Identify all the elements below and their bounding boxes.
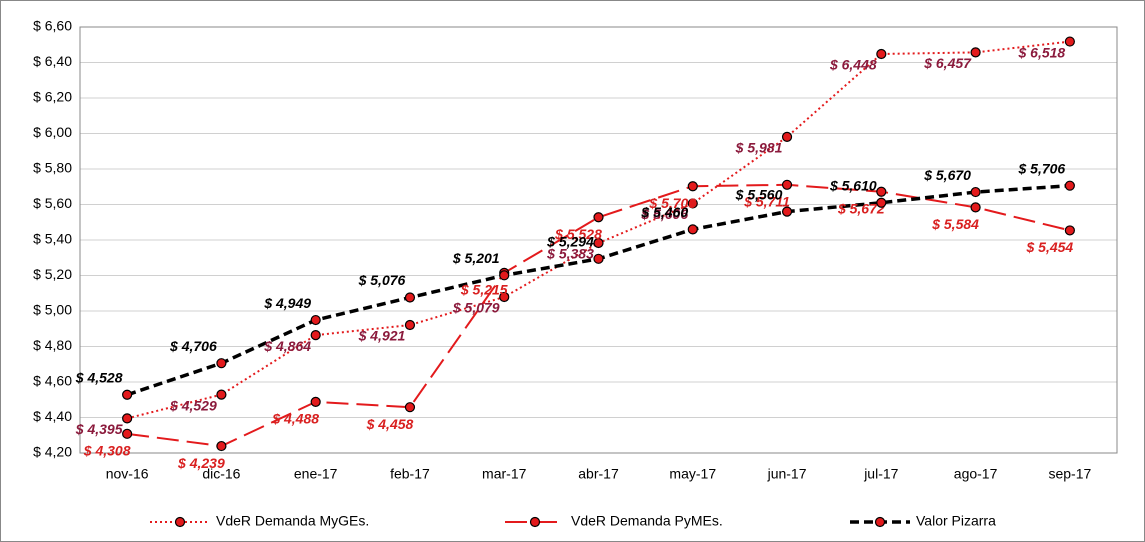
data-label: $ 4,308 bbox=[83, 443, 131, 459]
x-tick-label: abr-17 bbox=[578, 466, 619, 482]
data-label: $ 5,981 bbox=[735, 140, 783, 156]
point-marker bbox=[876, 197, 887, 208]
data-label: $ 5,383 bbox=[546, 246, 594, 262]
data-label: $ 6,448 bbox=[829, 57, 877, 73]
data-label: $ 4,864 bbox=[263, 338, 311, 354]
y-tick-label: $ 4,60 bbox=[33, 373, 72, 389]
data-label: $ 5,560 bbox=[735, 186, 783, 202]
point-marker bbox=[404, 319, 416, 331]
point-marker bbox=[593, 237, 604, 249]
plot-area bbox=[79, 26, 1118, 454]
point-marker bbox=[970, 186, 981, 198]
data-label: $ 4,488 bbox=[271, 411, 319, 427]
data-label: $ 5,670 bbox=[923, 167, 971, 183]
legend-marker bbox=[174, 516, 186, 528]
data-label: $ 4,949 bbox=[263, 295, 311, 311]
point-marker bbox=[1064, 36, 1075, 47]
point-marker bbox=[970, 47, 981, 58]
legend-marker bbox=[874, 516, 886, 528]
y-tick-label: $ 4,20 bbox=[33, 444, 72, 460]
point-marker bbox=[876, 48, 887, 60]
y-tick-label: $ 5,40 bbox=[33, 231, 72, 247]
point-marker bbox=[687, 224, 698, 235]
point-marker bbox=[687, 198, 698, 209]
point-marker bbox=[216, 389, 227, 400]
point-marker bbox=[499, 270, 510, 281]
point-marker bbox=[122, 389, 133, 400]
point-marker bbox=[499, 291, 510, 303]
point-marker bbox=[876, 186, 887, 197]
data-label: $ 4,239 bbox=[177, 455, 225, 471]
point-marker bbox=[781, 179, 793, 190]
point-marker bbox=[687, 181, 698, 192]
point-marker bbox=[216, 358, 227, 369]
data-label: $ 5,606 bbox=[640, 206, 688, 222]
point-marker bbox=[593, 212, 604, 223]
x-tick-label: feb-17 bbox=[390, 466, 430, 482]
point-marker bbox=[781, 206, 793, 217]
data-label: $ 4,706 bbox=[169, 338, 217, 354]
data-label: $ 4,921 bbox=[358, 328, 406, 344]
x-tick-label: dic-16 bbox=[202, 466, 240, 482]
y-tick-label: $ 4,80 bbox=[33, 337, 72, 353]
point-marker bbox=[1064, 180, 1075, 191]
x-tick-label: jul-17 bbox=[863, 466, 898, 482]
point-marker bbox=[781, 131, 793, 142]
x-tick-label: nov-16 bbox=[106, 466, 149, 482]
data-label: $ 4,528 bbox=[75, 369, 123, 385]
data-label: $ 6,518 bbox=[1018, 44, 1066, 60]
legend-label: VdeR Demanda MyGEs. bbox=[216, 513, 369, 529]
x-tick-label: ene-17 bbox=[294, 466, 338, 482]
point-marker bbox=[1064, 225, 1075, 236]
x-tick-label: jun-17 bbox=[767, 466, 807, 482]
data-label: $ 4,395 bbox=[75, 421, 123, 437]
y-tick-label: $ 6,40 bbox=[33, 53, 72, 69]
y-tick-label: $ 6,20 bbox=[33, 89, 72, 105]
point-marker bbox=[122, 428, 133, 439]
point-marker bbox=[404, 292, 416, 303]
data-label: $ 4,529 bbox=[169, 397, 217, 413]
data-label: $ 5,460 bbox=[640, 204, 688, 220]
point-marker bbox=[593, 253, 604, 264]
y-tick-label: $ 5,00 bbox=[33, 302, 72, 318]
point-marker bbox=[970, 202, 981, 213]
series-line bbox=[127, 183, 1071, 448]
legend-label: Valor Pizarra bbox=[916, 513, 996, 529]
data-label: $ 5,706 bbox=[1018, 160, 1066, 176]
data-label: $ 5,201 bbox=[452, 250, 500, 266]
data-label: $ 5,215 bbox=[460, 282, 508, 298]
data-label: $ 5,079 bbox=[452, 300, 500, 316]
y-tick-label: $ 6,00 bbox=[33, 124, 72, 140]
point-marker bbox=[310, 330, 321, 341]
data-label: $ 5,711 bbox=[743, 194, 790, 210]
y-tick-label: $ 5,80 bbox=[33, 160, 72, 176]
y-tick-label: $ 5,20 bbox=[33, 266, 72, 282]
data-label: $ 5,584 bbox=[931, 216, 979, 232]
point-marker bbox=[122, 413, 133, 424]
data-label: $ 5,294 bbox=[546, 234, 594, 250]
legend-marker bbox=[529, 516, 541, 528]
x-tick-label: ago-17 bbox=[954, 466, 998, 482]
x-tick-label: sep-17 bbox=[1048, 466, 1091, 482]
data-label: $ 5,672 bbox=[837, 200, 885, 216]
point-marker bbox=[404, 402, 416, 413]
data-label: $ 5,610 bbox=[829, 177, 877, 193]
y-tick-label: $ 5,60 bbox=[33, 195, 72, 211]
data-label: $ 6,457 bbox=[923, 55, 972, 71]
data-label: $ 5,076 bbox=[358, 272, 406, 288]
point-marker bbox=[310, 396, 321, 407]
data-label: $ 5,454 bbox=[1026, 239, 1074, 255]
y-tick-label: $ 6,60 bbox=[33, 18, 72, 34]
point-marker bbox=[216, 440, 227, 452]
legend-label: VdeR Demanda PyMEs. bbox=[571, 513, 723, 529]
y-tick-label: $ 4,40 bbox=[33, 408, 72, 424]
data-label: $ 5,528 bbox=[554, 226, 602, 242]
data-label: $ 5,703 bbox=[648, 195, 696, 211]
point-marker bbox=[310, 314, 321, 326]
data-label: $ 4,458 bbox=[366, 416, 414, 432]
x-tick-label: mar-17 bbox=[482, 466, 527, 482]
x-tick-label: may-17 bbox=[669, 466, 716, 482]
